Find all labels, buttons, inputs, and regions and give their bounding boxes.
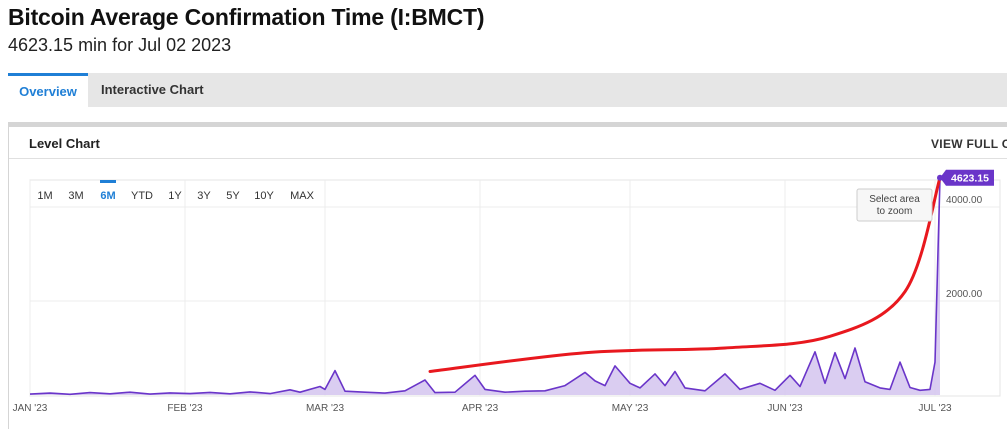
page-subtitle: 4623.15 min for Jul 02 2023 [8,35,232,55]
annotation-layer [428,176,942,373]
x-tick-label-5: JUN '23 [767,403,803,414]
zoom-hint: Select area to zoom [856,188,933,222]
x-tick-label-0: JAN '23 [13,403,48,414]
range-selector[interactable]: 1M 3M 6M YTD 1Y 3Y 5Y 10Y MAX [37,180,315,202]
x-tick-label-6: JUL '23 [918,403,952,414]
view-full-chart-link[interactable]: VIEW FULL CH [931,137,1007,151]
grid [29,180,1000,396]
range-button-1y[interactable]: 1Y [168,190,182,202]
zoom-hint-line2: to zoom [877,206,913,217]
range-button-10y[interactable]: 10Y [254,190,274,202]
y-tick-label-0: 2000.00 [946,289,983,300]
card-title: Level Chart [29,136,100,151]
range-button-ytd[interactable]: YTD [131,190,153,202]
last-value-label: 4623.15 [951,173,989,185]
card-header: Level Chart VIEW FULL CH [9,127,1007,159]
range-button-max[interactable]: MAX [290,190,315,202]
range-button-1m[interactable]: 1M [37,190,52,202]
range-button-5y[interactable]: 5Y [226,190,240,202]
y-tick-label-1: 4000.00 [946,195,983,206]
y-axis-labels: 2000.00 4000.00 [946,195,983,300]
x-tick-label-3: APR '23 [462,403,499,414]
zoom-hint-line1: Select area [869,194,920,205]
tab-overview[interactable]: Overview [8,73,88,107]
range-button-3m[interactable]: 3M [68,190,83,202]
series-fill [30,177,940,395]
range-button-3y[interactable]: 3Y [197,190,211,202]
last-value-badge [940,169,994,186]
annotation-curve-0 [428,176,942,373]
last-value-marker: 4623.15 [937,169,994,186]
level-chart-card: Level Chart VIEW FULL CH [8,122,1007,429]
range-active-indicator [100,180,116,183]
x-tick-label-2: MAR '23 [306,403,344,414]
x-axis-labels: JAN '23 FEB '23 MAR '23 APR '23 MAY '23 JUN '… [13,403,952,414]
series-line [29,177,941,396]
tab-interactive-chart[interactable]: Interactive Chart [101,82,204,97]
tab-bar: Overview Interactive Chart [8,73,1007,107]
x-tick-label-4: MAY '23 [612,403,649,414]
x-tick-label-1: FEB '23 [167,403,203,414]
range-button-6m[interactable]: 6M [100,190,115,202]
page-title: Bitcoin Average Confirmation Time (I:BMC… [8,4,485,30]
series-area [29,177,941,396]
